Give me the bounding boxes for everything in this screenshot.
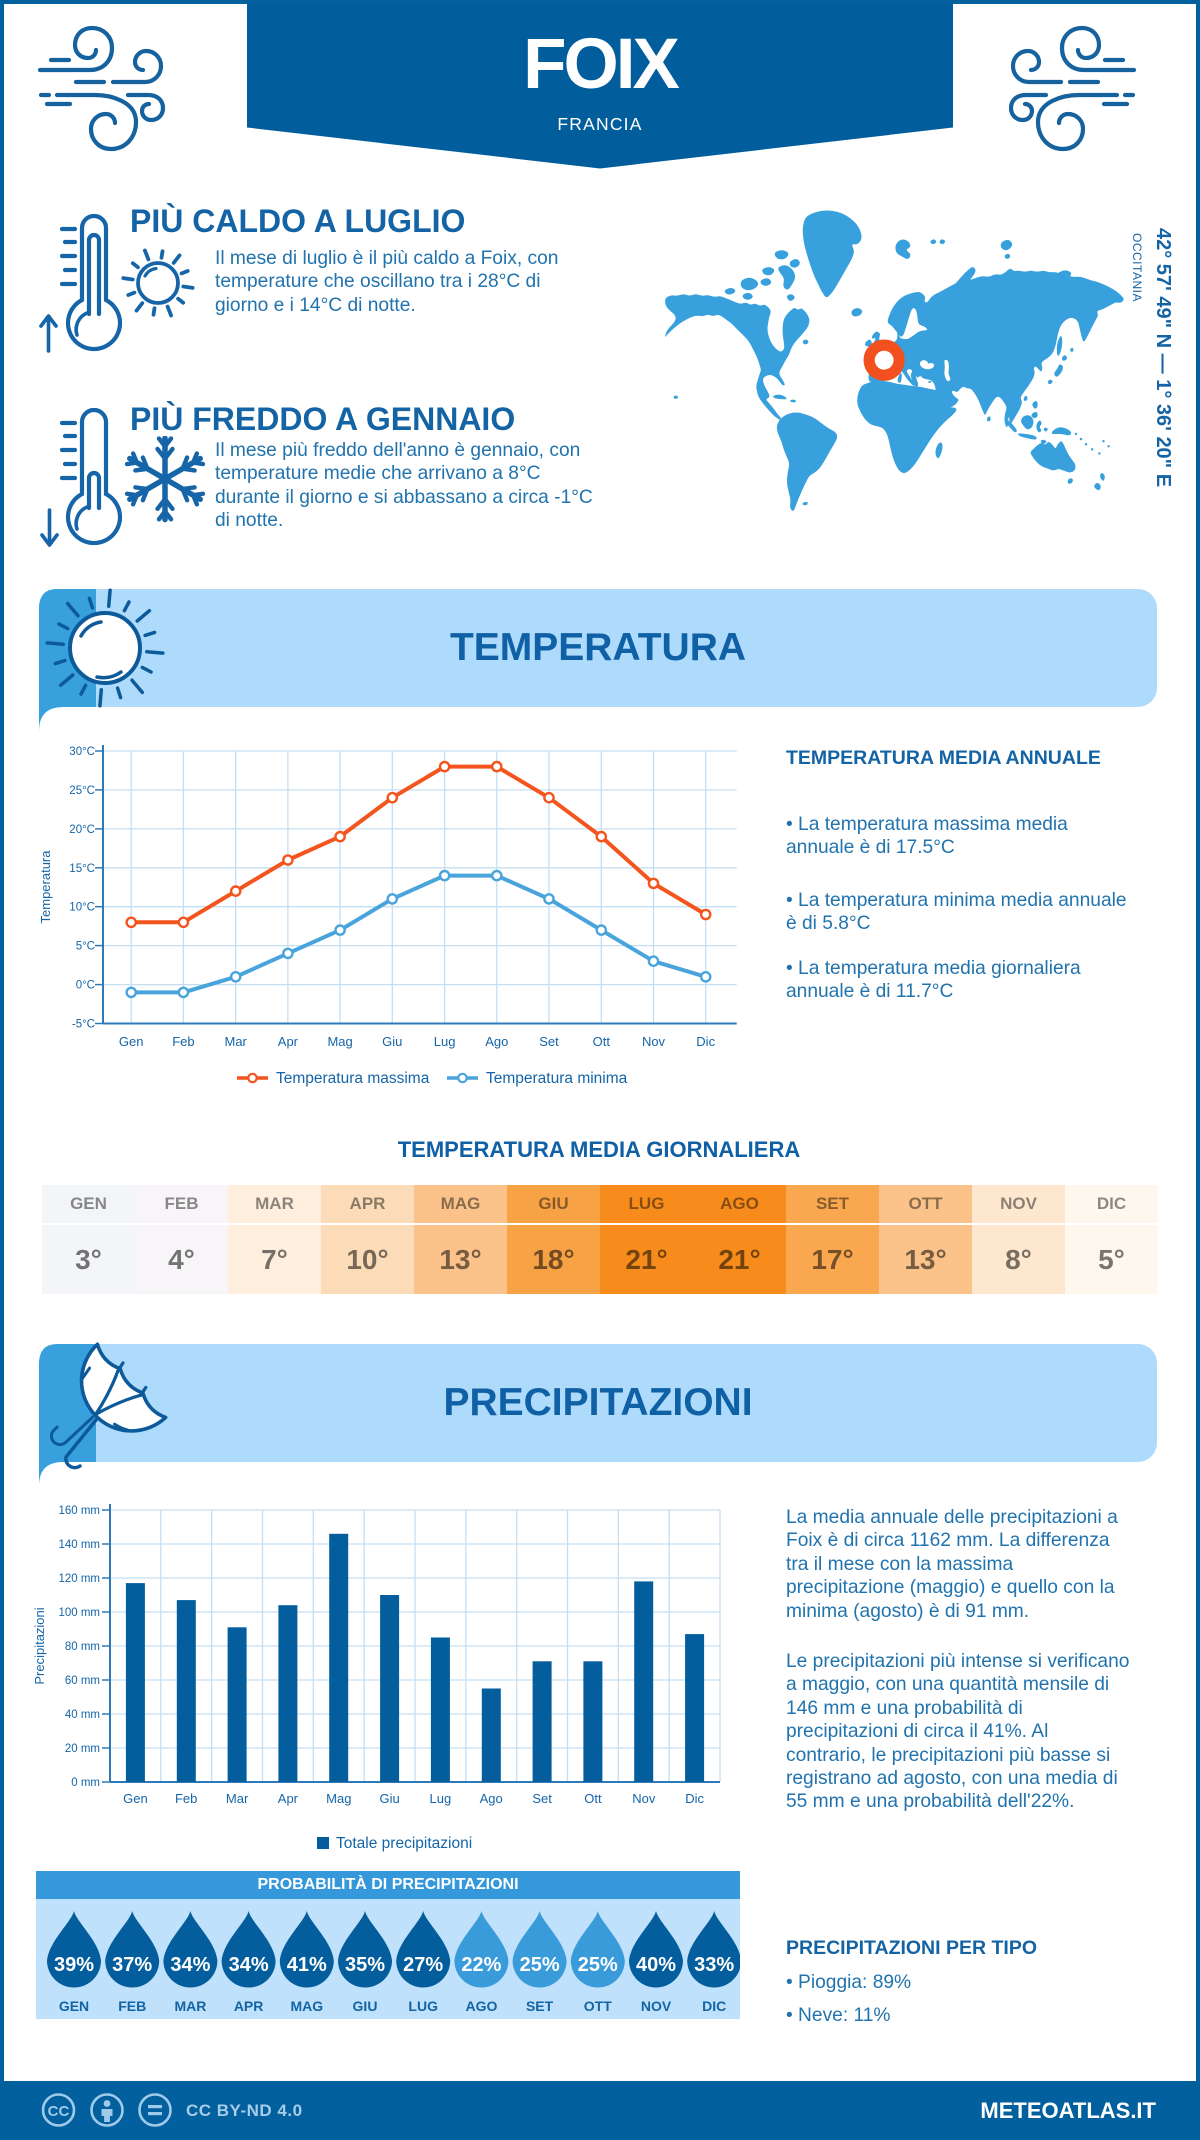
svg-text:41%: 41%: [287, 1954, 327, 1976]
svg-text:Nov: Nov: [642, 1034, 666, 1049]
svg-text:SET: SET: [526, 1998, 554, 2014]
svg-text:Mag: Mag: [326, 1791, 351, 1806]
svg-text:0°C: 0°C: [76, 980, 95, 992]
svg-text:25%: 25%: [578, 1954, 618, 1976]
svg-text:Ago: Ago: [480, 1791, 503, 1806]
svg-text:Gen: Gen: [119, 1034, 144, 1049]
svg-text:22%: 22%: [461, 1954, 501, 1976]
svg-text:AGO: AGO: [465, 1998, 497, 2014]
svg-text:Gen: Gen: [123, 1791, 148, 1806]
svg-text:5°C: 5°C: [76, 941, 95, 953]
svg-text:APR: APR: [234, 1998, 264, 2014]
svg-text:Set: Set: [532, 1791, 552, 1806]
svg-text:Dic: Dic: [696, 1034, 715, 1049]
svg-text:39%: 39%: [54, 1954, 94, 1976]
svg-text:DIC: DIC: [702, 1998, 726, 2014]
svg-text:Lug: Lug: [434, 1034, 456, 1049]
svg-text:100 mm: 100 mm: [58, 1607, 100, 1619]
svg-text:160 mm: 160 mm: [58, 1505, 100, 1517]
svg-text:Ott: Ott: [593, 1034, 611, 1049]
svg-text:60 mm: 60 mm: [65, 1675, 100, 1687]
svg-text:30°C: 30°C: [69, 746, 95, 758]
svg-text:25°C: 25°C: [69, 785, 95, 797]
svg-text:33%: 33%: [694, 1954, 734, 1976]
svg-text:Set: Set: [539, 1034, 559, 1049]
svg-text:Precipitazioni: Precipitazioni: [32, 1607, 47, 1684]
svg-text:Nov: Nov: [632, 1791, 656, 1806]
svg-text:10°C: 10°C: [69, 902, 95, 914]
svg-text:Mag: Mag: [327, 1034, 352, 1049]
svg-text:35%: 35%: [345, 1954, 385, 1976]
svg-text:80 mm: 80 mm: [65, 1641, 100, 1653]
svg-text:27%: 27%: [403, 1954, 443, 1976]
svg-text:OTT: OTT: [584, 1998, 612, 2014]
svg-text:Dic: Dic: [685, 1791, 704, 1806]
svg-text:Apr: Apr: [278, 1791, 299, 1806]
svg-text:Feb: Feb: [172, 1034, 194, 1049]
svg-text:MAR: MAR: [174, 1998, 206, 2014]
svg-text:0 mm: 0 mm: [71, 1777, 100, 1789]
svg-text:MAG: MAG: [290, 1998, 323, 2014]
svg-text:Mar: Mar: [226, 1791, 249, 1806]
svg-text:Giu: Giu: [382, 1034, 402, 1049]
svg-text:34%: 34%: [170, 1954, 210, 1976]
svg-text:Giu: Giu: [379, 1791, 399, 1806]
svg-text:Totale precipitazioni: Totale precipitazioni: [336, 1835, 472, 1852]
svg-text:140 mm: 140 mm: [58, 1539, 100, 1551]
svg-text:Feb: Feb: [175, 1791, 197, 1806]
svg-text:120 mm: 120 mm: [58, 1573, 100, 1585]
svg-text:40 mm: 40 mm: [65, 1709, 100, 1721]
svg-text:Ott: Ott: [584, 1791, 602, 1806]
svg-text:37%: 37%: [112, 1954, 152, 1976]
svg-text:Temperatura: Temperatura: [40, 850, 53, 924]
svg-text:40%: 40%: [636, 1954, 676, 1976]
svg-text:Temperatura minima: Temperatura minima: [486, 1070, 628, 1087]
svg-text:34%: 34%: [229, 1954, 269, 1976]
svg-text:25%: 25%: [520, 1954, 560, 1976]
svg-text:-5°C: -5°C: [72, 1019, 95, 1031]
svg-text:GIU: GIU: [353, 1998, 378, 2014]
svg-text:Ago: Ago: [485, 1034, 508, 1049]
svg-text:15°C: 15°C: [69, 863, 95, 875]
svg-text:Temperatura massima: Temperatura massima: [276, 1070, 430, 1087]
svg-text:Mar: Mar: [225, 1034, 248, 1049]
svg-text:Apr: Apr: [278, 1034, 299, 1049]
svg-text:20 mm: 20 mm: [65, 1743, 100, 1755]
svg-text:20°C: 20°C: [69, 824, 95, 836]
svg-text:LUG: LUG: [408, 1998, 438, 2014]
svg-text:FEB: FEB: [118, 1998, 146, 2014]
svg-text:Lug: Lug: [430, 1791, 452, 1806]
svg-text:NOV: NOV: [641, 1998, 672, 2014]
svg-text:GEN: GEN: [59, 1998, 89, 2014]
svg-text:CC: CC: [48, 2103, 70, 2120]
